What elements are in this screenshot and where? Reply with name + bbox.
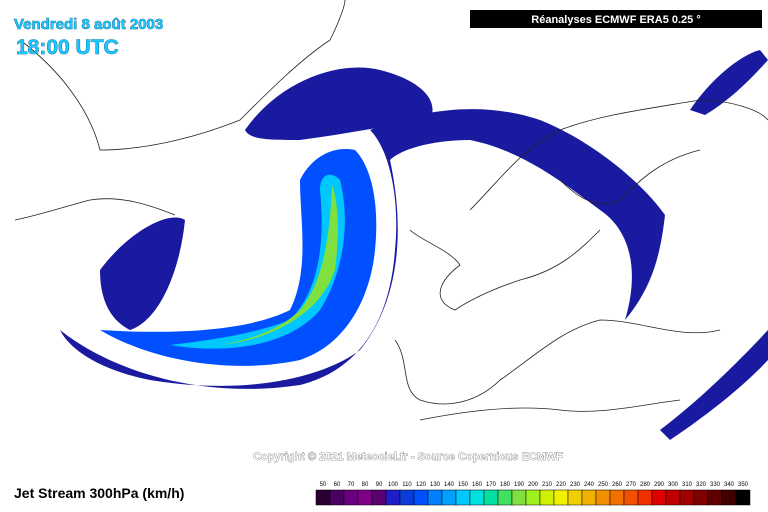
- legend-swatch: [469, 489, 485, 506]
- date-label: Vendredi 8 août 2003: [14, 16, 163, 33]
- legend-tick-label: 240: [584, 482, 595, 488]
- legend-swatch: [427, 489, 443, 506]
- source-label: Réanalyses ECMWF ERA5 0.25 °: [531, 14, 700, 26]
- legend-tick-label: 330: [710, 482, 721, 488]
- legend-swatch: [623, 489, 639, 506]
- legend-swatch: [329, 489, 345, 506]
- legend-swatch: [581, 489, 597, 506]
- legend-tick-label: 120: [416, 482, 427, 488]
- jet-band-outer: [60, 67, 665, 389]
- legend-tick-label: 200: [528, 482, 539, 488]
- legend-title: Jet Stream 300hPa (km/h): [14, 485, 184, 501]
- legend-swatch: [609, 489, 625, 506]
- legend-tick-label: 180: [500, 482, 511, 488]
- legend-tick-label: 210: [542, 482, 553, 488]
- legend-swatch: [371, 489, 387, 506]
- legend-tick-label: 290: [654, 482, 665, 488]
- legend-swatch: [399, 489, 415, 506]
- legend-tick-label: 190: [514, 482, 525, 488]
- legend-tick-label: 230: [570, 482, 581, 488]
- legend-tick-label: 340: [724, 482, 735, 488]
- legend-swatch: [665, 489, 681, 506]
- jet-band-outer: [100, 217, 185, 330]
- legend-swatch: [651, 489, 667, 506]
- legend-swatch: [735, 489, 751, 506]
- legend-tick-label: 130: [430, 482, 441, 488]
- legend-swatch: [455, 489, 471, 506]
- legend-tick-label: 50: [320, 482, 327, 488]
- legend-tick-label: 90: [376, 482, 383, 488]
- copyright: Copyright © 2021 Meteociel.fr - Source C…: [253, 451, 563, 463]
- legend-swatch: [721, 489, 737, 506]
- legend-swatch: [385, 489, 401, 506]
- legend-swatch: [707, 489, 723, 506]
- legend-swatch: [497, 489, 513, 506]
- legend-tick-label: 300: [668, 482, 679, 488]
- legend-tick-label: 310: [682, 482, 693, 488]
- legend-swatch: [413, 489, 429, 506]
- legend-swatch: [343, 489, 359, 506]
- legend-swatch: [315, 489, 331, 506]
- legend-swatch: [693, 489, 709, 506]
- legend-tick-label: 100: [388, 482, 399, 488]
- source-box: [470, 10, 762, 28]
- time-label: 18:00 UTC: [16, 36, 119, 59]
- jet-stream: [60, 50, 768, 440]
- jet-band-core: [220, 185, 338, 345]
- legend-swatch: [539, 489, 555, 506]
- legend-tick-label: 60: [334, 482, 341, 488]
- legend-tick-label: 320: [696, 482, 707, 488]
- legend-tick-label: 150: [458, 482, 469, 488]
- legend-swatch: [511, 489, 527, 506]
- jet-band-inner: [170, 174, 345, 349]
- legend-swatch: [483, 489, 499, 506]
- legend-tick-label: 140: [444, 482, 455, 488]
- coastlines: [14, 0, 768, 421]
- legend-swatch: [553, 489, 569, 506]
- legend-swatch: [595, 489, 611, 506]
- legend-tick-label: 160: [472, 482, 483, 488]
- legend-tick-label: 220: [556, 482, 567, 488]
- legend-tick-label: 250: [598, 482, 609, 488]
- legend-swatch: [357, 489, 373, 506]
- jet-band-outer: [690, 50, 768, 115]
- legend-tick-label: 170: [486, 482, 497, 488]
- legend-swatch: [567, 489, 583, 506]
- legend-tick-label: 70: [348, 482, 355, 488]
- legend-tick-label: 260: [612, 482, 623, 488]
- legend-swatch: [525, 489, 541, 506]
- legend-swatch: [679, 489, 695, 506]
- legend-swatch: [441, 489, 457, 506]
- legend-tick-label: 350: [738, 482, 749, 488]
- legend-swatch: [637, 489, 653, 506]
- legend-tick-label: 80: [362, 482, 369, 488]
- jet-band-outer: [660, 330, 768, 440]
- colorbar: 50 60 70 80 90 100 110 120 130 140 150 160 170 180 190…: [315, 482, 751, 506]
- legend-tick-label: 280: [640, 482, 651, 488]
- legend-tick-label: 270: [626, 482, 637, 488]
- legend-tick-label: 110: [402, 482, 412, 488]
